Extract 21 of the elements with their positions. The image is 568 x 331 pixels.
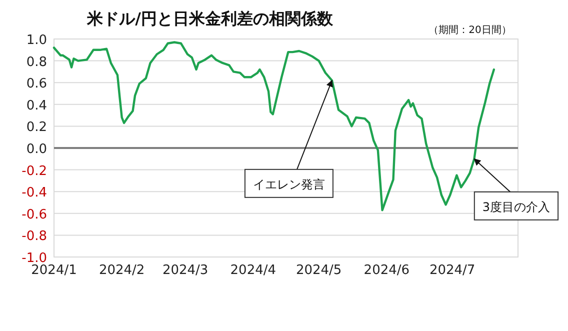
x-tick-label: 2024/2 (98, 263, 145, 278)
y-tick-label: 1.0 (26, 33, 47, 48)
y-tick-label: -0.6 (22, 207, 47, 222)
y-tick-label: -0.8 (22, 229, 47, 244)
y-tick-label: 0.6 (26, 76, 47, 92)
x-tick-label: 2024/7 (429, 263, 476, 278)
y-tick-label: 0.0 (26, 142, 47, 157)
chart-subtitle: （期間：20日間） (428, 24, 512, 36)
y-tick-label: -0.2 (22, 164, 47, 179)
x-tick-label: 2024/6 (364, 263, 410, 278)
y-tick-label: -0.4 (22, 186, 47, 201)
x-tick-label: 2024/5 (296, 263, 342, 278)
chart-title: 米ドル/円と日米金利差の相関係数 (86, 9, 334, 28)
x-tick-label: 2024/4 (230, 263, 276, 278)
x-tick-label: 2024/3 (162, 263, 208, 278)
annotation: イエレン発言 (252, 177, 325, 192)
y-tick-label: 0.4 (26, 98, 47, 114)
x-tick-label: 2024/1 (31, 263, 77, 278)
y-tick-label: 0.8 (26, 54, 47, 70)
annotation: 3度目の介入 (482, 200, 550, 214)
y-tick-label: 0.2 (26, 120, 47, 136)
